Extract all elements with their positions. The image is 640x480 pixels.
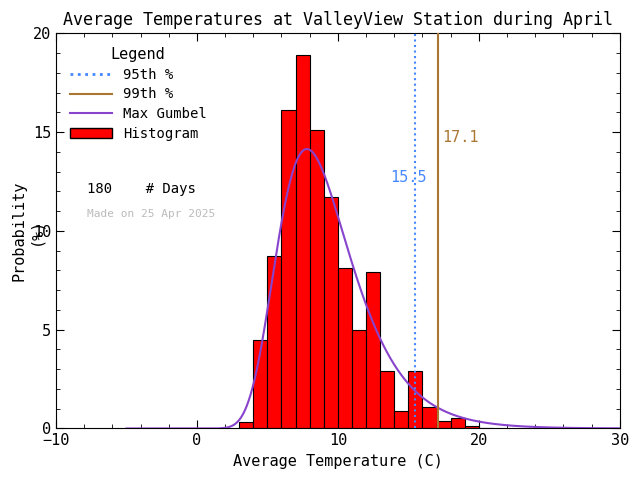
X-axis label: Average Temperature (C): Average Temperature (C) bbox=[233, 454, 443, 469]
Bar bbox=[310, 130, 324, 429]
Bar bbox=[451, 418, 465, 429]
Text: 17.1: 17.1 bbox=[442, 130, 479, 145]
Text: Made on 25 Apr 2025: Made on 25 Apr 2025 bbox=[87, 209, 215, 219]
Bar bbox=[436, 420, 451, 429]
Bar bbox=[408, 371, 422, 429]
Bar bbox=[324, 197, 338, 429]
Bar bbox=[394, 411, 408, 429]
Bar bbox=[465, 427, 479, 429]
Legend: 95th %, 99th %, Max Gumbel, Histogram: 95th %, 99th %, Max Gumbel, Histogram bbox=[63, 40, 213, 147]
Bar bbox=[366, 273, 380, 429]
Bar bbox=[296, 55, 310, 429]
Bar bbox=[268, 256, 282, 429]
Text: 15.5: 15.5 bbox=[390, 169, 426, 185]
Title: Average Temperatures at ValleyView Station during April: Average Temperatures at ValleyView Stati… bbox=[63, 11, 613, 29]
Bar bbox=[239, 421, 253, 429]
Bar bbox=[253, 339, 268, 429]
Y-axis label: Probability
(%): Probability (%) bbox=[11, 181, 44, 281]
Bar bbox=[282, 110, 296, 429]
Bar bbox=[422, 407, 436, 429]
Text: 180    # Days: 180 # Days bbox=[87, 182, 196, 196]
Bar bbox=[352, 330, 366, 429]
Bar bbox=[380, 371, 394, 429]
Bar bbox=[338, 268, 352, 429]
